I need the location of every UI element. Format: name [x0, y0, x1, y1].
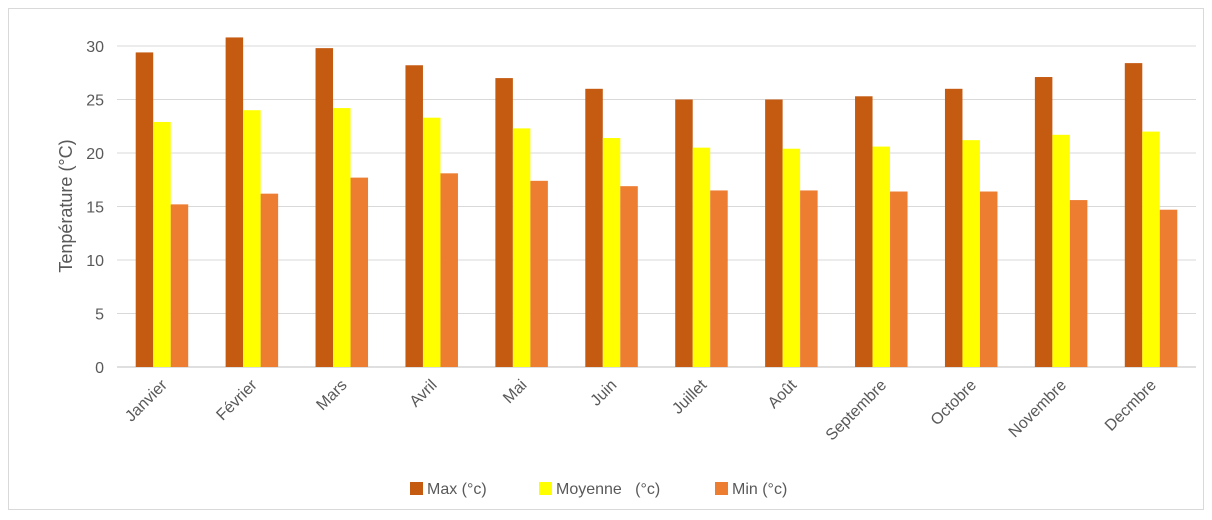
- bar-moyenne-9: [962, 140, 980, 367]
- bar-moyenne-4: [512, 128, 531, 367]
- x-tick-label: Decmbre: [1102, 377, 1160, 435]
- bar-moyenne-11: [1142, 131, 1160, 367]
- bar-moyenne-3: [422, 117, 441, 367]
- bar-moyenne-6: [692, 147, 711, 367]
- x-tick-label: Octobre: [928, 377, 980, 429]
- x-tick-label: Mai: [500, 377, 530, 407]
- legend-swatch: [715, 482, 728, 495]
- bar-min-11: [1159, 209, 1178, 367]
- bar-moyenne-0: [153, 121, 171, 367]
- y-tick-label: 5: [95, 307, 104, 324]
- x-tick-label: Avril: [407, 377, 441, 411]
- x-tick-label: Janvier: [122, 376, 171, 425]
- bar-min-5: [620, 186, 638, 367]
- x-tick-label: Mars: [313, 377, 350, 414]
- x-tick-label: Février: [213, 376, 261, 424]
- bar-min-10: [1069, 200, 1088, 367]
- bar-min-3: [440, 173, 458, 367]
- bar-max-11: [1124, 63, 1143, 368]
- x-tick-label: Novembre: [1006, 377, 1070, 441]
- bar-min-0: [170, 204, 189, 367]
- gridlines: [117, 45, 1196, 368]
- bar-max-9: [944, 88, 963, 368]
- bar-max-7: [765, 99, 783, 367]
- bar-min-8: [890, 191, 908, 367]
- bar-min-6: [710, 190, 728, 367]
- x-tick-label: Juin: [588, 377, 621, 410]
- legend-label: Moyenne (°c): [556, 481, 660, 498]
- bar-max-1: [225, 37, 244, 367]
- bar-max-0: [135, 52, 154, 368]
- bar-moyenne-1: [243, 110, 261, 367]
- bar-moyenne-7: [782, 148, 801, 367]
- legend-label: Min (°c): [732, 481, 787, 498]
- bar-min-4: [530, 180, 548, 367]
- bar-moyenne-5: [602, 138, 621, 367]
- bar-max-6: [675, 99, 693, 367]
- legend: Max (°c) Moyenne (°c) Min (°c): [410, 481, 787, 498]
- y-axis-title: Tenpérature (°C): [56, 139, 76, 272]
- y-tick-label: 20: [86, 146, 104, 163]
- bar-max-10: [1034, 77, 1053, 367]
- x-axis-ticks: Janvier Février Mars Avril Mai Juin Juillet Aoû…: [122, 376, 1160, 444]
- bar-min-9: [979, 191, 998, 367]
- bar-min-1: [260, 193, 279, 367]
- legend-swatch: [410, 482, 423, 495]
- bar-max-5: [585, 88, 603, 368]
- bar-max-2: [315, 48, 334, 367]
- y-tick-label: 0: [95, 360, 104, 377]
- x-tick-label: Juillet: [669, 376, 710, 417]
- bar-moyenne-10: [1052, 134, 1070, 367]
- y-tick-label: 30: [86, 39, 104, 56]
- y-tick-label: 25: [86, 93, 104, 110]
- y-axis-ticks: 0 5 10 15 20 25 30: [86, 39, 104, 377]
- bar-max-4: [495, 78, 513, 367]
- legend-swatch: [539, 482, 552, 495]
- x-tick-label: Septembre: [823, 377, 890, 444]
- legend-label: Max (°c): [427, 481, 487, 498]
- bar-max-3: [405, 65, 423, 367]
- bar-min-2: [350, 177, 369, 367]
- bar-moyenne-2: [333, 108, 351, 367]
- x-tick-label: Août: [765, 376, 801, 412]
- y-tick-label: 10: [86, 253, 104, 270]
- bar-min-7: [800, 190, 818, 367]
- bars: [135, 37, 1178, 368]
- bar-moyenne-8: [872, 146, 891, 367]
- y-tick-label: 15: [86, 200, 104, 217]
- bar-max-8: [855, 96, 873, 367]
